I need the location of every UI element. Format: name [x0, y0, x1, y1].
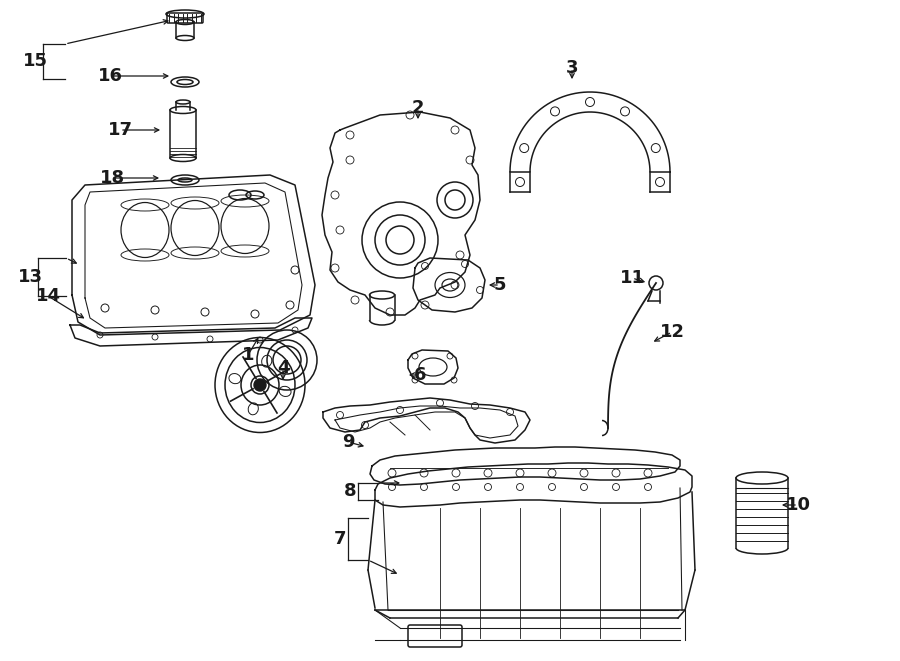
Text: 10: 10 — [786, 496, 811, 514]
Text: 12: 12 — [660, 323, 685, 341]
Text: 13: 13 — [17, 268, 42, 286]
Text: 8: 8 — [344, 482, 356, 500]
Text: 6: 6 — [414, 366, 427, 384]
Text: 15: 15 — [22, 52, 48, 70]
Text: 16: 16 — [97, 67, 122, 85]
Text: 1: 1 — [242, 346, 254, 364]
Text: 11: 11 — [619, 269, 644, 287]
Text: 2: 2 — [412, 99, 424, 117]
Text: 4: 4 — [277, 359, 289, 377]
Text: 17: 17 — [107, 121, 132, 139]
Text: 5: 5 — [494, 276, 506, 294]
Text: 7: 7 — [334, 530, 346, 548]
Circle shape — [254, 379, 266, 391]
Text: 9: 9 — [342, 433, 355, 451]
Text: 18: 18 — [99, 169, 124, 187]
Text: 14: 14 — [35, 287, 60, 305]
Text: 3: 3 — [566, 59, 578, 77]
